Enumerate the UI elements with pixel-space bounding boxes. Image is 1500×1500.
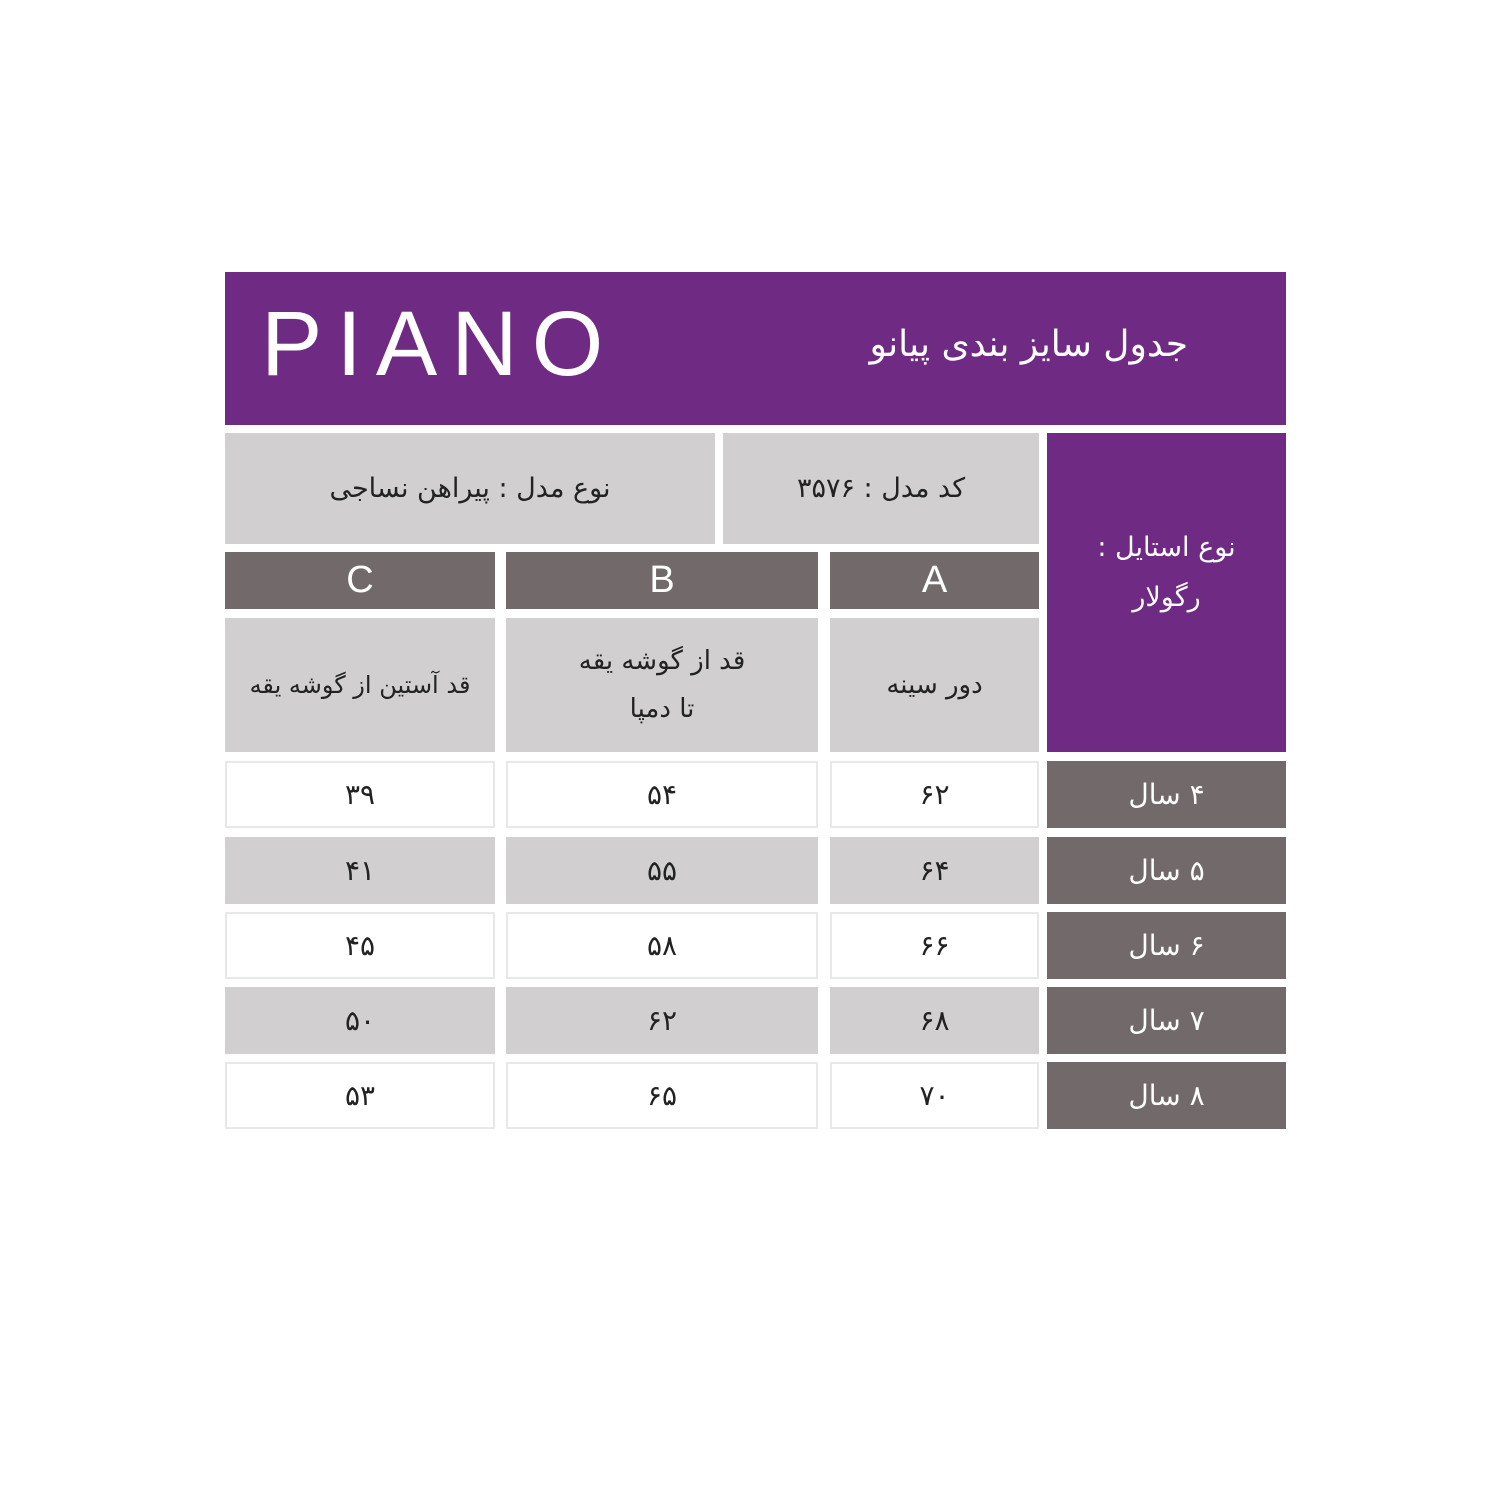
column-letter-b: B: [506, 552, 818, 609]
column-label-a: دور سینه: [830, 618, 1039, 752]
style-value: رگولار: [1132, 581, 1201, 613]
age-label: ۸ سال: [1047, 1062, 1286, 1129]
cell-a: ۷۰: [830, 1062, 1039, 1129]
style-type: نوع استایل : رگولار: [1047, 433, 1286, 752]
column-label-b: قد از گوشه یقه تا دمپا: [506, 618, 818, 752]
column-letter-c: C: [225, 552, 495, 609]
age-label: ۷ سال: [1047, 987, 1286, 1054]
page-title: جدول سایز بندی پیانو: [869, 324, 1188, 365]
age-label: ۴ سال: [1047, 761, 1286, 828]
cell-b: ۵۸: [506, 912, 818, 979]
age-label: ۵ سال: [1047, 837, 1286, 904]
model-code: کد مدل : ۳۵۷۶: [723, 433, 1039, 544]
cell-c: ۵۰: [225, 987, 495, 1054]
column-label-b-line1: قد از گوشه یقه: [578, 646, 746, 676]
cell-a: ۶۴: [830, 837, 1039, 904]
cell-b: ۶۲: [506, 987, 818, 1054]
brand-logo: PIANO: [261, 293, 618, 395]
cell-a: ۶۶: [830, 912, 1039, 979]
column-label-b-line2: تا دمپا: [629, 694, 695, 724]
cell-c: ۳۹: [225, 761, 495, 828]
style-label: نوع استایل :: [1097, 531, 1236, 563]
cell-c: ۴۱: [225, 837, 495, 904]
age-label: ۶ سال: [1047, 912, 1286, 979]
column-letter-a: A: [830, 552, 1039, 609]
cell-b: ۶۵: [506, 1062, 818, 1129]
cell-a: ۶۲: [830, 761, 1039, 828]
header-banner: PIANO جدول سایز بندی پیانو: [225, 272, 1286, 425]
cell-c: ۴۵: [225, 912, 495, 979]
cell-b: ۵۴: [506, 761, 818, 828]
model-type: نوع مدل : پیراهن نساجی: [225, 433, 715, 544]
cell-b: ۵۵: [506, 837, 818, 904]
cell-a: ۶۸: [830, 987, 1039, 1054]
cell-c: ۵۳: [225, 1062, 495, 1129]
column-label-c: قد آستین از گوشه یقه: [225, 618, 495, 752]
